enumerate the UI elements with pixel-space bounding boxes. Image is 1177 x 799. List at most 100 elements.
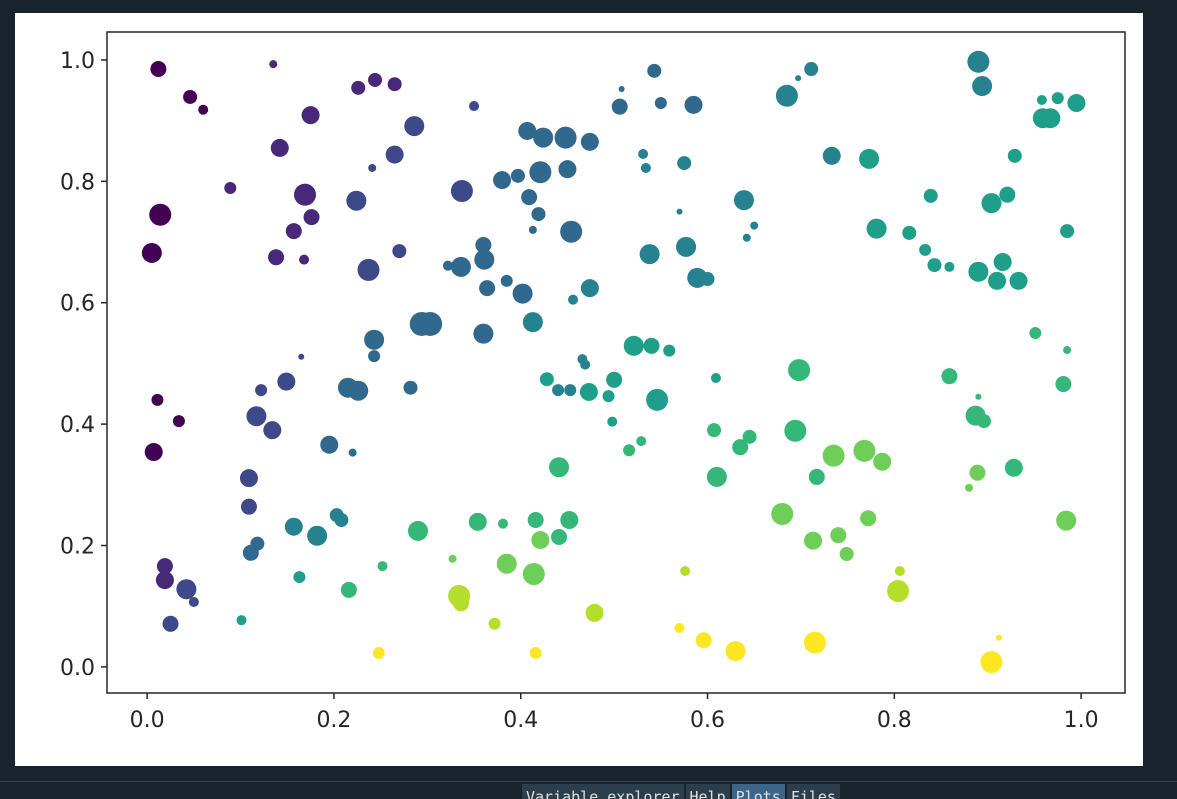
scatter-point — [529, 161, 552, 184]
scatter-point — [623, 444, 636, 457]
scatter-point — [647, 63, 662, 78]
x-tick-label: 0.2 — [316, 708, 351, 733]
scatter-point — [250, 536, 265, 551]
scatter-point — [638, 149, 649, 160]
scatter-point — [602, 390, 615, 403]
scatter-point — [995, 634, 1002, 641]
scatter-point — [450, 180, 473, 203]
scatter-point — [552, 384, 565, 397]
x-tick-label: 0.8 — [877, 708, 912, 733]
scatter-point — [151, 393, 164, 406]
pane-tab[interactable]: Plots — [731, 784, 785, 799]
scatter-point — [700, 272, 715, 287]
scatter-point — [284, 517, 303, 536]
scatter-point — [710, 372, 721, 383]
scatter-point — [285, 223, 302, 240]
y-tick-label: 0.0 — [60, 656, 95, 681]
scatter-point — [293, 571, 306, 584]
scatter-point — [750, 221, 759, 230]
scatter-point — [804, 62, 819, 77]
scatter-point — [188, 596, 199, 607]
scatter-point — [496, 553, 517, 574]
y-tick-label: 0.2 — [60, 535, 95, 560]
scatter-point — [1040, 108, 1061, 129]
scatter-point — [1009, 271, 1028, 290]
scatter-point — [531, 531, 550, 550]
x-tick-label: 0.6 — [690, 708, 725, 733]
scatter-point — [822, 146, 841, 165]
scatter-point — [695, 632, 712, 649]
plot-panel: 0.0 0.2 0.4 0.6 0.8 1.0 0.0 0.2 0.4 0.6 0.8 1.0 — [15, 13, 1143, 766]
scatter-point — [975, 393, 982, 400]
scatter-point — [646, 388, 669, 411]
scatter-point — [531, 207, 546, 222]
scatter-point — [162, 615, 179, 632]
scatter-point — [263, 421, 282, 440]
scatter-point — [968, 261, 989, 282]
separator — [0, 781, 1177, 782]
scatter-point — [839, 547, 854, 562]
scatter-point — [522, 563, 545, 586]
scatter-point — [654, 97, 667, 110]
scatter-point — [554, 126, 577, 149]
scatter-point — [684, 95, 703, 114]
scatter-point — [500, 274, 513, 287]
scatter-point — [144, 443, 163, 462]
scatter-point — [368, 350, 381, 363]
scatter-point — [887, 580, 910, 603]
scatter-point — [643, 337, 660, 354]
scatter-point — [303, 209, 320, 226]
scatter-point — [676, 236, 697, 257]
scatter-point — [468, 512, 487, 531]
scatter-point — [474, 249, 495, 270]
scatter-point — [853, 439, 876, 462]
scatter-point — [742, 233, 751, 242]
scatter-point — [298, 353, 305, 360]
scatter-point — [585, 603, 604, 622]
scatter-point — [1067, 94, 1086, 113]
scatter-point — [822, 444, 845, 467]
pane-tab[interactable]: Files — [786, 784, 840, 799]
scatter-point — [522, 312, 543, 333]
scatter-point — [1060, 224, 1075, 239]
scatter-point — [795, 75, 802, 82]
scatter-point — [927, 258, 942, 273]
scatter-point — [183, 89, 198, 104]
scatter-point — [944, 261, 955, 272]
scatter-point — [564, 384, 577, 397]
scatter-point — [568, 294, 579, 305]
scatter-point — [301, 106, 320, 125]
scatter-point — [707, 423, 722, 438]
scatter-point — [340, 581, 357, 598]
scatter-point — [981, 193, 1002, 214]
scatter-point — [969, 464, 986, 481]
scatter-point — [972, 76, 993, 97]
scatter-point — [808, 468, 825, 485]
scatter-point — [549, 457, 570, 478]
pane-tab[interactable]: Variable explorer — [522, 784, 684, 799]
scatter-point — [521, 189, 538, 206]
scatter-point — [149, 203, 172, 226]
y-tick-label: 0.8 — [60, 170, 95, 195]
scatter-point — [775, 84, 798, 107]
pane-tab[interactable]: Help — [685, 784, 730, 799]
scatter-point — [784, 419, 807, 442]
scatter-point — [346, 190, 367, 211]
scatter-point — [859, 148, 880, 169]
scatter-point — [348, 448, 357, 457]
scatter-point — [993, 253, 1012, 272]
scatter-point — [941, 368, 958, 385]
scatter-point — [560, 511, 579, 530]
scatter-point — [299, 254, 310, 265]
scatter-point — [176, 579, 197, 600]
scatter-point — [663, 344, 676, 357]
scatter-point — [334, 513, 349, 528]
y-tick-label: 1.0 — [60, 49, 95, 74]
scatter-point — [236, 615, 247, 626]
scatter-point — [442, 260, 453, 271]
scatter-point — [198, 104, 209, 115]
scatter-point — [558, 160, 577, 179]
scatter-point — [1029, 327, 1042, 340]
scatter-point — [680, 565, 691, 576]
